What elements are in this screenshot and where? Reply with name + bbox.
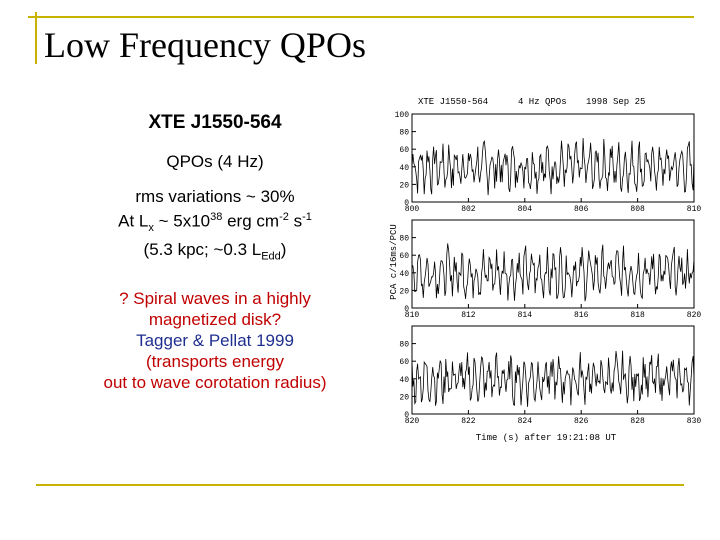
- y-tick-label: 20: [399, 287, 409, 296]
- x-tick-label: 800: [405, 205, 420, 214]
- rms-block: rms variations ~ 30% At Lx ~ 5x1038 erg …: [60, 186, 370, 267]
- x-tick-label: 830: [687, 417, 702, 426]
- y-tick-label: 20: [399, 181, 409, 190]
- y-tick-label: 60: [399, 252, 409, 261]
- luminosity-text: At Lx ~ 5x1038 erg cm-2 s-1: [118, 211, 312, 235]
- y-tick-label: 0: [404, 199, 409, 208]
- rms-variation-text: rms variations ~ 30%: [135, 187, 295, 206]
- x-tick-label: 814: [518, 311, 533, 320]
- y-tick-label: 40: [399, 376, 409, 385]
- accent-bar-top: [28, 16, 694, 18]
- y-tick-label: 40: [399, 270, 409, 279]
- transport-note-line2: out to wave corotation radius): [103, 373, 327, 392]
- y-tick-label: 60: [399, 358, 409, 367]
- y-tick-label: 80: [399, 129, 409, 138]
- y-tick-label: 60: [399, 146, 409, 155]
- x-tick-label: 810: [405, 311, 420, 320]
- figure-header-date: 1998 Sep 25: [586, 97, 645, 107]
- y-tick-label: 0: [404, 305, 409, 314]
- spiral-question-line1: ? Spiral waves in a highly: [119, 289, 311, 308]
- panel-frame: [411, 325, 695, 415]
- transport-note-line1: (transports energy: [146, 352, 284, 371]
- x-tick-label: 816: [574, 311, 589, 320]
- x-tick-label: 812: [461, 311, 476, 320]
- light-curve-figure: XTE J1550-564 4 Hz QPOs 1998 Sep 25 PCA …: [389, 97, 702, 443]
- x-tick-label: 810: [687, 205, 702, 214]
- x-tick-label: 828: [630, 417, 645, 426]
- qpo-frequency-text: QPOs (4 Hz): [166, 152, 264, 171]
- source-name: XTE J1550-564: [148, 112, 282, 133]
- x-tick-label: 808: [630, 205, 645, 214]
- x-tick-label: 818: [630, 311, 645, 320]
- light-curve-trace: [411, 350, 695, 407]
- accent-bar-vertical: [35, 12, 37, 64]
- figure-header-qpo: 4 Hz QPOs: [518, 97, 567, 107]
- y-tick-label: 80: [399, 341, 409, 350]
- y-tick-label: 20: [399, 393, 409, 402]
- x-axis-label: Time (s) after 19:21:08 UT: [476, 433, 617, 443]
- x-tick-label: 824: [518, 417, 533, 426]
- x-tick-label: 822: [461, 417, 476, 426]
- x-tick-label: 804: [518, 205, 533, 214]
- distance-text: (5.3 kpc; ~0.3 LEdd): [143, 240, 287, 263]
- spiral-question-line2: magnetized disk?: [148, 310, 282, 329]
- slide-title: Low Frequency QPOs: [44, 25, 366, 65]
- y-axis-label: PCA c/16ms/PCU: [389, 224, 399, 300]
- x-tick-label: 802: [461, 205, 476, 214]
- x-tick-label: 826: [574, 417, 589, 426]
- y-tick-label: 0: [404, 411, 409, 420]
- x-tick-label: 820: [405, 417, 420, 426]
- x-tick-label: 820: [687, 311, 702, 320]
- accent-bar-bottom: [36, 484, 684, 486]
- reference-text: Tagger & Pellat 1999: [136, 331, 294, 350]
- y-tick-label: 80: [399, 235, 409, 244]
- light-curve-trace: [411, 137, 695, 196]
- x-tick-label: 806: [574, 205, 589, 214]
- figure-header-source: XTE J1550-564: [418, 97, 488, 107]
- y-tick-label: 100: [395, 111, 410, 120]
- y-tick-label: 40: [399, 164, 409, 173]
- light-curve-trace: [411, 243, 695, 302]
- interpretation-block: ? Spiral waves in a highly magnetized di…: [60, 288, 370, 393]
